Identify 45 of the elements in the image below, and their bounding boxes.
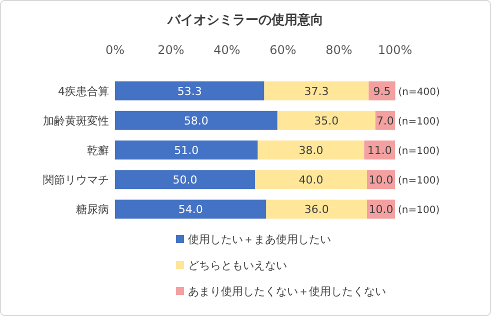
text: 10.0 <box>368 174 394 187</box>
text: (n=400) <box>398 86 440 98</box>
text: 35.0 <box>314 114 339 128</box>
legend-label: あまり使用したくない＋使用したくない <box>188 285 386 298</box>
bar <box>277 110 376 130</box>
x-tick-label: 100% <box>378 43 412 57</box>
bar <box>264 81 369 100</box>
bar <box>266 200 367 219</box>
x-tick-label: 20% <box>158 43 184 57</box>
text: (n=100) <box>398 176 440 187</box>
bar <box>115 200 266 219</box>
y-tick-label: 糖尿病 <box>76 203 109 216</box>
text: 11.0 <box>367 144 392 157</box>
bar <box>258 140 364 160</box>
text: 37.3 <box>304 84 329 98</box>
y-tick-label: 関節リウマチ <box>43 174 109 187</box>
y-tick-label: 4疾患合算 <box>58 84 109 98</box>
text: 53.3 <box>177 84 202 98</box>
legend-label: どちらともいえない <box>188 259 287 272</box>
legend-label: 使用したい＋まあ使用したい <box>188 233 331 246</box>
bar <box>115 140 258 160</box>
text: 10.0 <box>368 203 394 216</box>
text: 40.0 <box>298 174 324 187</box>
text: 58.0 <box>184 114 208 128</box>
chart-title: バイオシミラーの使用意向 <box>166 12 324 28</box>
y-tick-label: 乾癬 <box>87 144 109 157</box>
bar <box>115 110 278 130</box>
text: (n=100) <box>398 205 440 216</box>
bar <box>115 81 264 100</box>
y-tick-label: 加齢黄斑変性 <box>43 114 109 128</box>
text: 36.0 <box>304 203 329 216</box>
text: 51.0 <box>174 144 199 157</box>
x-tick-label: 80% <box>326 43 352 57</box>
text: (n=100) <box>398 146 440 157</box>
text: 7.0 <box>376 114 394 128</box>
text: 54.0 <box>178 203 203 216</box>
text: 38.0 <box>298 144 324 157</box>
x-tick-label: 40% <box>214 43 240 57</box>
x-tick-label: 60% <box>270 43 296 57</box>
bar <box>255 170 367 190</box>
x-tick-label: 0% <box>105 43 125 57</box>
text: 9.5 <box>373 84 391 98</box>
bar <box>115 170 255 190</box>
text: 50.0 <box>172 174 198 187</box>
text: (n=100) <box>398 116 440 128</box>
